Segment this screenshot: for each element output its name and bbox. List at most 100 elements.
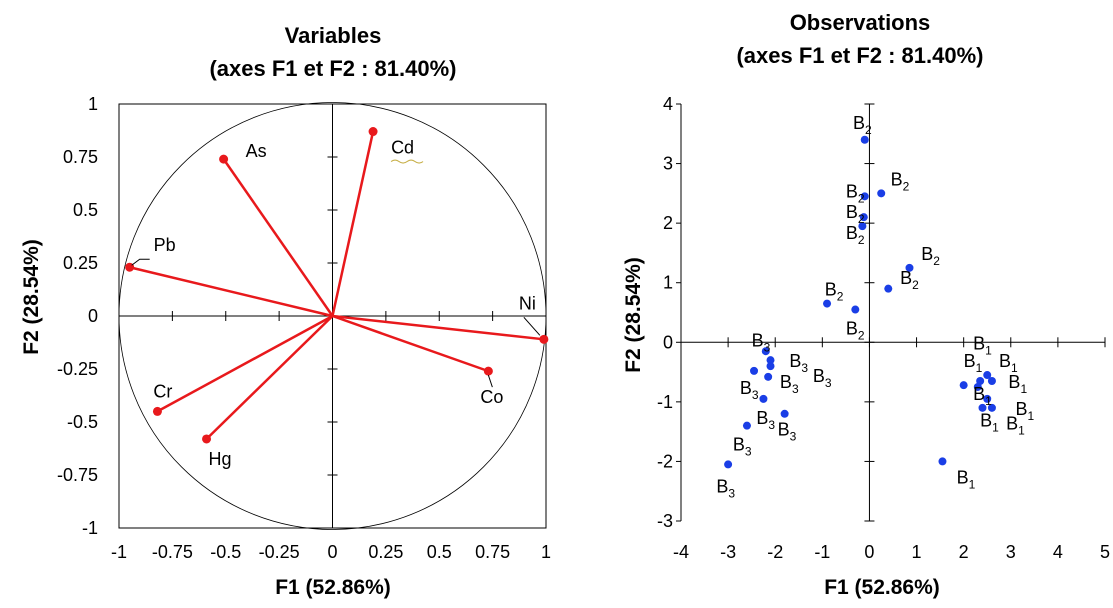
observation-point-b3 <box>759 394 768 403</box>
observation-label-letter: B <box>1008 372 1020 392</box>
observation-label-subscript: 2 <box>858 328 865 342</box>
variable-label-hg: Hg <box>209 449 232 469</box>
variables-y-axis-label: F2 (28.54%) <box>20 239 43 355</box>
vector-cd <box>331 131 375 317</box>
observations-y-tick-label: 0 <box>663 332 673 352</box>
observation-label-subscript: 1 <box>1018 424 1025 438</box>
observation-label-subscript: 3 <box>768 418 775 432</box>
observations-x-tick-label: -3 <box>720 542 736 562</box>
vector-point-cd <box>368 127 378 137</box>
observation-label-subscript: 3 <box>801 361 808 375</box>
observation-label-b1: B1 <box>957 467 976 491</box>
observation-point-b2 <box>823 299 832 308</box>
vector-point-co <box>483 366 493 376</box>
observations-x-tick-label: 3 <box>1006 542 1016 562</box>
observation-label-subscript: 3 <box>764 340 771 354</box>
observation-label-subscript: 2 <box>837 290 844 304</box>
vector-as <box>222 158 334 317</box>
observation-label-b1: B1 <box>973 384 992 408</box>
observation-label-letter: B <box>846 181 858 201</box>
variables-x-tick-labels: -1 -0.75 -0.5 -0.25 0 0.25 0.5 0.75 1 <box>111 542 551 562</box>
variable-label-cd: Cd <box>391 138 414 158</box>
observation-point-b3 <box>780 409 789 418</box>
vector-co <box>332 314 489 373</box>
variables-x-tick-label: -0.25 <box>259 542 300 562</box>
observation-label-letter: B <box>999 351 1011 371</box>
observation-point-b1 <box>983 371 992 380</box>
observation-point-b1 <box>987 377 996 386</box>
observation-point-b2 <box>858 222 867 231</box>
observation-label-b1: B1 <box>980 411 999 435</box>
variable-label-ni: Ni <box>519 293 536 313</box>
observations-y-tick-label: -3 <box>657 511 673 531</box>
observation-label-subscript: 1 <box>985 394 992 408</box>
observation-label-b3: B3 <box>778 420 797 444</box>
vector-point-ni <box>539 334 549 344</box>
variables-x-tick-label: 0 <box>327 542 337 562</box>
observation-point-b3 <box>761 347 770 356</box>
observation-label-subscript: 2 <box>903 179 910 193</box>
observations-y-tick-label: -1 <box>657 392 673 412</box>
observation-label-letter: B <box>756 408 768 428</box>
variables-chart: Variables (axes F1 et F2 : 81.40%) -1 -0.… <box>20 23 551 599</box>
observation-label-subscript: 3 <box>728 486 735 500</box>
vector-cr <box>156 314 334 413</box>
observation-point-b1 <box>973 382 982 391</box>
observation-label-letter: B <box>964 351 976 371</box>
observation-points <box>724 135 996 469</box>
observation-label-b3: B3 <box>756 408 775 432</box>
observations-x-axis-label: F1 (52.86%) <box>824 576 940 599</box>
observations-y-axis-label: F2 (28.54%) <box>622 257 645 373</box>
observations-x-tick-label: -1 <box>814 542 830 562</box>
variables-y-tick-label: 0 <box>88 306 98 326</box>
observation-label-b1: B1 <box>973 333 992 357</box>
observation-label-letter: B <box>921 244 933 264</box>
observation-label-letter: B <box>752 330 764 350</box>
variables-y-tick-label: -0.25 <box>57 359 98 379</box>
observation-point-b1 <box>938 457 947 466</box>
variable-label-pb: Pb <box>154 235 176 255</box>
observations-y-tick-label: 3 <box>663 154 673 174</box>
observation-point-b2 <box>860 192 869 201</box>
observation-point-b1 <box>983 394 992 403</box>
observation-label-subscript: 3 <box>790 430 797 444</box>
vector-point-cr <box>152 406 162 416</box>
variable-label-co: Co <box>480 387 503 407</box>
vector-ni <box>332 314 545 341</box>
observation-label-b3: B3 <box>716 476 735 500</box>
variables-x-tick-label: -1 <box>111 542 127 562</box>
ni-leader-line <box>523 316 541 336</box>
observation-label-letter: B <box>957 467 969 487</box>
observation-point-b3 <box>750 366 759 375</box>
observation-label-b2: B2 <box>900 268 919 292</box>
observation-label-letter: B <box>846 318 858 338</box>
observation-label-letter: B <box>973 333 985 353</box>
observation-label-subscript: 3 <box>752 388 759 402</box>
observations-x-tick-labels: -4 -3 -2 -1 0 1 2 3 4 5 <box>673 542 1110 562</box>
observation-label-letter: B <box>733 435 745 455</box>
observation-label-b2: B2 <box>846 223 865 247</box>
variables-y-tick-labels: 1 0.75 0.5 0.25 0 -0.25 -0.5 -0.75 -1 <box>57 94 98 538</box>
observations-title: Observations <box>790 10 931 35</box>
variable-label-as: As <box>246 141 267 161</box>
observation-label-subscript: 2 <box>865 123 872 137</box>
observation-label-subscript: 2 <box>858 233 865 247</box>
observations-y-tick-label: -2 <box>657 451 673 471</box>
pb-leader-line <box>131 258 150 266</box>
observation-label-letter: B <box>846 223 858 243</box>
variables-y-tick-label: 0.75 <box>63 147 98 167</box>
observation-label-b2: B2 <box>921 244 940 268</box>
observation-label-subscript: 1 <box>992 421 999 435</box>
variables-x-tick-label: 0.5 <box>427 542 452 562</box>
observation-label-b3: B3 <box>740 378 759 402</box>
observation-point-b3 <box>724 460 733 469</box>
observation-label-subscript: 3 <box>825 376 832 390</box>
observation-label-subscript: 3 <box>745 445 752 459</box>
variables-x-axis-label: F1 (52.86%) <box>275 576 391 599</box>
observation-point-b1 <box>987 403 996 412</box>
observations-x-tick-label: 0 <box>864 542 874 562</box>
variables-x-tick-label: -0.75 <box>152 542 193 562</box>
vector-point-as <box>219 154 229 164</box>
co-leader-line <box>487 374 493 388</box>
